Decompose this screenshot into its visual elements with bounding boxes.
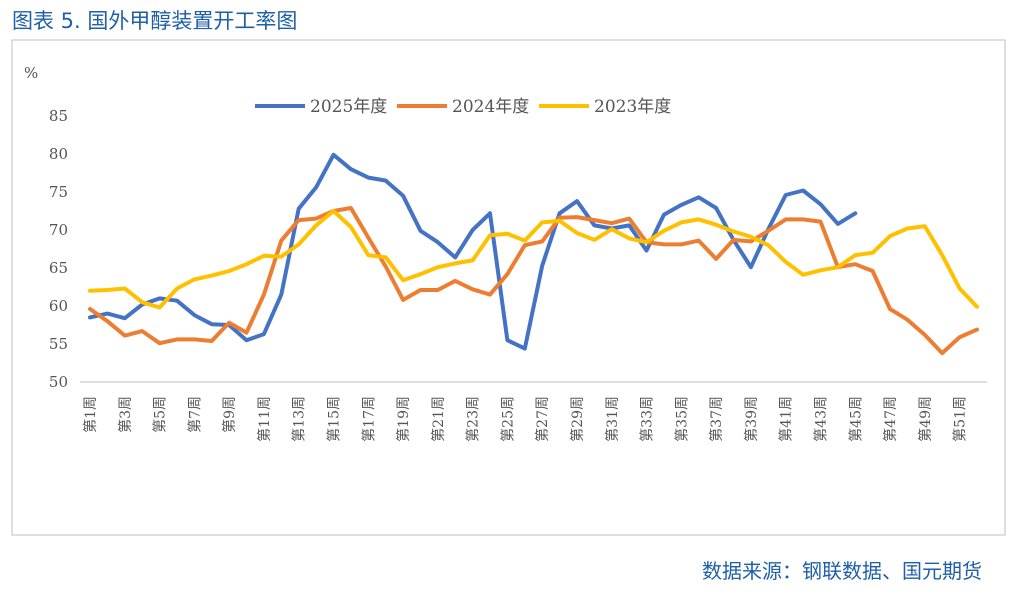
x-tick-label: 第27周 [534, 396, 551, 442]
x-tick-label: 第1周 [82, 396, 99, 433]
x-tick-label: 第41周 [778, 396, 795, 442]
x-tick-label: 第49周 [917, 396, 934, 442]
y-unit: % [24, 64, 38, 82]
x-tick-label: 第35周 [673, 396, 690, 442]
series-line [88, 152, 858, 351]
y-tick-label: 70 [49, 221, 68, 239]
x-tick-label: 第17周 [360, 396, 377, 442]
x-tick-label: 第37周 [708, 396, 725, 442]
y-tick-label: 75 [49, 183, 68, 201]
x-tick-label: 第51周 [952, 396, 969, 442]
chart-title: 图表 5. 国外甲醇装置开工率图 [12, 9, 297, 33]
y-tick-label: 60 [49, 297, 68, 315]
y-tick-label: 55 [49, 335, 68, 353]
y-tick-label: 85 [49, 107, 68, 125]
x-tick-label: 第11周 [256, 396, 273, 442]
x-tick-label: 第15周 [325, 396, 342, 442]
x-tick-label: 第21周 [430, 396, 447, 442]
series-line [88, 209, 979, 310]
x-tick-label: 第19周 [395, 396, 412, 442]
legend-label: 2025年度 [310, 97, 387, 117]
x-tick-label: 第47周 [882, 396, 899, 442]
x-tick-label: 第9周 [221, 396, 238, 433]
x-tick-label: 第29周 [569, 396, 586, 442]
y-tick-label: 80 [49, 145, 68, 163]
x-tick-label: 第43周 [812, 396, 829, 442]
x-tick-label: 第33周 [639, 396, 656, 442]
x-tick-label: 第23周 [465, 396, 482, 442]
x-tick-label: 第13周 [291, 396, 308, 442]
legend-label: 2024年度 [452, 97, 529, 117]
series-line [88, 206, 979, 356]
x-tick-label: 第7周 [186, 396, 203, 433]
legend-label: 2023年度 [594, 97, 671, 117]
x-tick-label: 第31周 [604, 396, 621, 442]
x-tick-label: 第39周 [743, 396, 760, 442]
x-tick-label: 第25周 [499, 396, 516, 442]
x-tick-label: 第5周 [152, 396, 169, 433]
y-tick-label: 50 [49, 373, 68, 391]
chart-frame [11, 39, 1006, 536]
x-tick-label: 第3周 [117, 396, 134, 433]
y-tick-label: 65 [49, 259, 68, 277]
x-tick-label: 第45周 [847, 396, 864, 442]
source: 数据来源：钢联数据、国元期货 [702, 559, 982, 583]
